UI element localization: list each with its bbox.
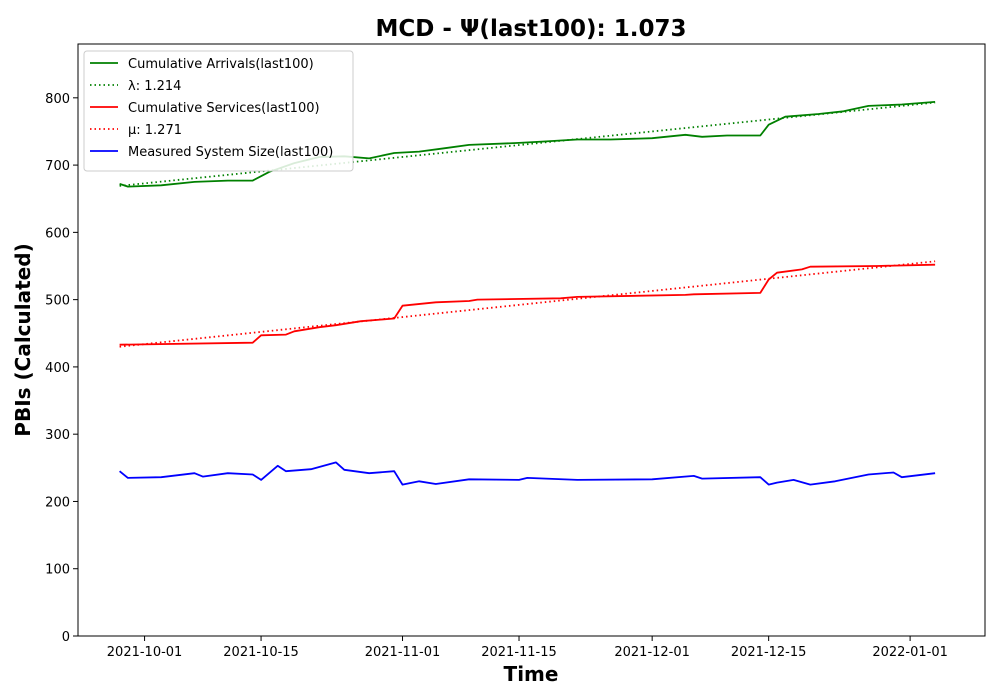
x-tick-label: 2022-01-01 (872, 645, 948, 660)
series-line-3-cumulative-services-last100 (119, 263, 936, 346)
x-axis-ticks: 2021-10-01 2021-10-15 2021-11-01 2021-11-15… (107, 636, 948, 660)
plot-area (119, 101, 936, 486)
legend-label: μ: 1.271 (128, 123, 182, 138)
series-line-4-1-271 (119, 260, 936, 348)
y-tick-label: 600 (45, 226, 70, 241)
y-tick-label: 200 (45, 495, 70, 510)
plot-frame (77, 43, 986, 637)
legend: Cumulative Arrivals(last100) λ: 1.214 Cumu… (83, 50, 354, 172)
x-axis-label: Time (504, 662, 559, 686)
y-tick-label: 300 (45, 428, 70, 443)
legend-label: Cumulative Arrivals(last100) (128, 57, 314, 72)
series-line-2-1-214 (119, 101, 936, 187)
y-tick-label: 500 (45, 294, 70, 309)
legend-box (83, 50, 354, 172)
series-line-5-measured-system-size-last100 (119, 461, 936, 486)
legend-label: Cumulative Services(last100) (128, 101, 320, 116)
chart-title: MCD - Ψ(last100): 1.073 (375, 16, 686, 42)
x-tick-label: 2021-12-15 (731, 645, 807, 660)
x-tick-label: 2021-12-01 (614, 645, 690, 660)
legend-label: λ: 1.214 (128, 79, 181, 94)
y-axis-ticks: 0 100 200 300 400 500 600 700 800 (45, 92, 78, 645)
y-tick-label: 700 (45, 159, 70, 174)
x-tick-label: 2021-10-15 (223, 645, 299, 660)
x-tick-label: 2021-10-01 (107, 645, 183, 660)
series-line-1-cumulative-arrivals-last100 (119, 101, 936, 188)
y-tick-label: 800 (45, 92, 70, 107)
y-tick-label: 100 (45, 563, 70, 578)
legend-label: Measured System Size(last100) (128, 145, 333, 160)
x-tick-label: 2021-11-15 (481, 645, 557, 660)
y-axis-label: PBIs (Calculated) (11, 243, 35, 436)
y-tick-label: 400 (45, 361, 70, 376)
y-tick-label: 0 (62, 630, 70, 645)
x-tick-label: 2021-11-01 (365, 645, 441, 660)
